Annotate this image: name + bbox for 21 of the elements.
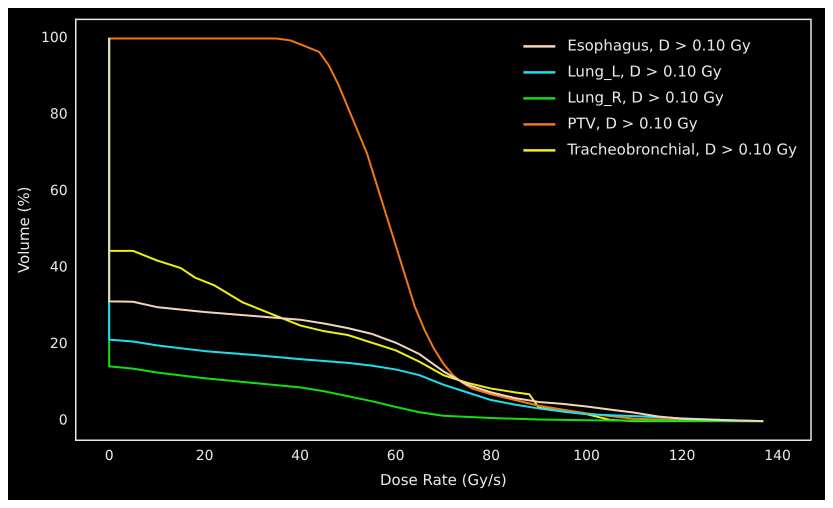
y-tick-label: 60	[50, 183, 68, 200]
legend-label: Esophagus, D > 0.10 Gy	[567, 36, 751, 54]
x-tick-label: 80	[482, 448, 500, 464]
x-tick-label: 60	[386, 448, 405, 464]
legend-label: Tracheobronchial, D > 0.10 Gy	[566, 140, 798, 158]
y-tick-label: 0	[58, 412, 68, 429]
x-tick-label: 140	[764, 448, 791, 464]
y-tick-label: 100	[40, 30, 68, 46]
x-tick-label: 120	[668, 448, 696, 464]
y-tick-label: 20	[50, 336, 68, 352]
y-tick-label: 80	[50, 106, 68, 123]
x-tick-label: 100	[573, 448, 600, 464]
legend-label: Lung_R, D > 0.10 Gy	[567, 88, 724, 106]
legend-label: Lung_L, D > 0.10 Gy	[567, 62, 722, 80]
x-tick-label: 0	[104, 448, 114, 464]
legend-label: PTV, D > 0.10 Gy	[567, 114, 698, 132]
y-tick-label: 40	[50, 260, 68, 276]
x-axis-title: Dose Rate (Gy/s)	[380, 470, 507, 489]
x-tick-label: 40	[291, 448, 310, 464]
y-axis-title: Volume (%)	[14, 186, 33, 274]
x-tick-label: 20	[196, 448, 214, 464]
